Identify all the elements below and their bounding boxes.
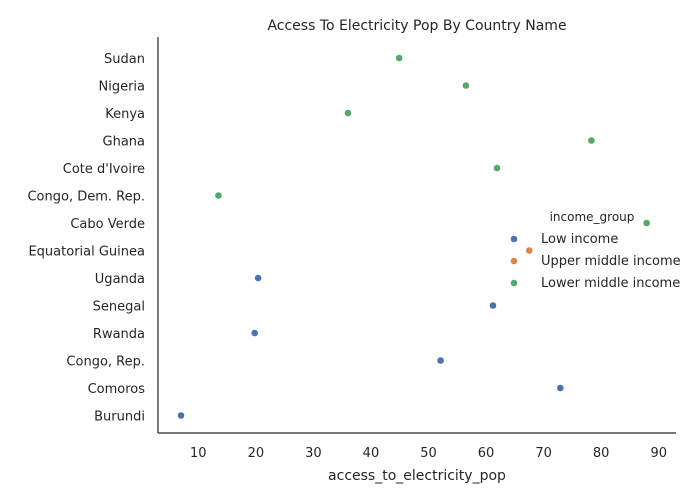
point-uganda bbox=[254, 274, 262, 282]
legend-label-low-income: Low income bbox=[541, 232, 618, 247]
legend-marker-upper-middle-income bbox=[510, 257, 518, 265]
x-axis-label: access_to_electricity_pop bbox=[328, 468, 506, 484]
y-tick-label-nigeria: Nigeria bbox=[98, 80, 145, 95]
y-tick-label-uganda: Uganda bbox=[95, 272, 145, 287]
point-cote-d-ivoire bbox=[493, 164, 501, 172]
x-tick-label-30: 30 bbox=[305, 446, 322, 461]
y-tick-label-congo-rep: Congo, Rep. bbox=[66, 355, 145, 370]
y-tick-label-kenya: Kenya bbox=[105, 107, 145, 122]
y-tick-label-sudan: Sudan bbox=[104, 52, 145, 67]
y-tick-label-equatorial-guinea: Equatorial Guinea bbox=[28, 245, 145, 260]
y-tick-label-senegal: Senegal bbox=[93, 300, 145, 315]
y-axis-ticks: Sudan Nigeria Kenya Ghana Cote d'Ivoire Congo… bbox=[27, 52, 145, 425]
y-tick-label-comoros: Comoros bbox=[88, 382, 146, 397]
point-congo-dem-rep bbox=[215, 192, 222, 199]
x-tick-label-60: 60 bbox=[478, 446, 495, 461]
legend-marker-low-income bbox=[510, 235, 518, 243]
data-points bbox=[177, 54, 650, 419]
x-tick-label-50: 50 bbox=[420, 446, 437, 461]
x-tick-label-40: 40 bbox=[363, 446, 380, 461]
legend-label-lower-middle-income: Lower middle income bbox=[541, 276, 680, 291]
y-tick-label-congo-dem-rep: Congo, Dem. Rep. bbox=[27, 190, 145, 205]
y-tick-label-ghana: Ghana bbox=[103, 135, 146, 150]
x-tick-label-20: 20 bbox=[248, 446, 265, 461]
point-senegal bbox=[489, 302, 497, 309]
legend-label-upper-middle-income: Upper middle income bbox=[541, 254, 681, 269]
point-sudan bbox=[395, 54, 403, 62]
y-tick-label-cabo-verde: Cabo Verde bbox=[70, 217, 145, 232]
point-equatorial-guinea bbox=[525, 247, 533, 254]
y-tick-label-rwanda: Rwanda bbox=[93, 327, 145, 342]
point-cabo-verde bbox=[643, 219, 650, 227]
point-ghana bbox=[588, 137, 595, 144]
point-burundi bbox=[177, 412, 185, 419]
legend-title: income_group bbox=[550, 210, 635, 224]
point-congo-rep bbox=[437, 357, 444, 364]
x-axis-ticks: 10 20 30 40 50 60 70 80 90 bbox=[190, 446, 667, 461]
x-tick-label-90: 90 bbox=[650, 446, 667, 461]
x-tick-label-70: 70 bbox=[535, 446, 552, 461]
x-tick-label-10: 10 bbox=[190, 446, 207, 461]
chart-title: Access To Electricity Pop By Country Nam… bbox=[267, 18, 566, 34]
point-rwanda bbox=[251, 329, 258, 337]
point-comoros bbox=[557, 384, 564, 392]
y-tick-label-cote-d-ivoire: Cote d'Ivoire bbox=[63, 162, 145, 177]
point-nigeria bbox=[462, 82, 470, 89]
point-kenya bbox=[344, 109, 352, 117]
legend: income_group Low income Upper middle inco… bbox=[510, 210, 681, 291]
x-tick-label-80: 80 bbox=[593, 446, 610, 461]
y-tick-label-burundi: Burundi bbox=[94, 410, 145, 425]
legend-marker-lower-middle-income bbox=[510, 279, 518, 287]
